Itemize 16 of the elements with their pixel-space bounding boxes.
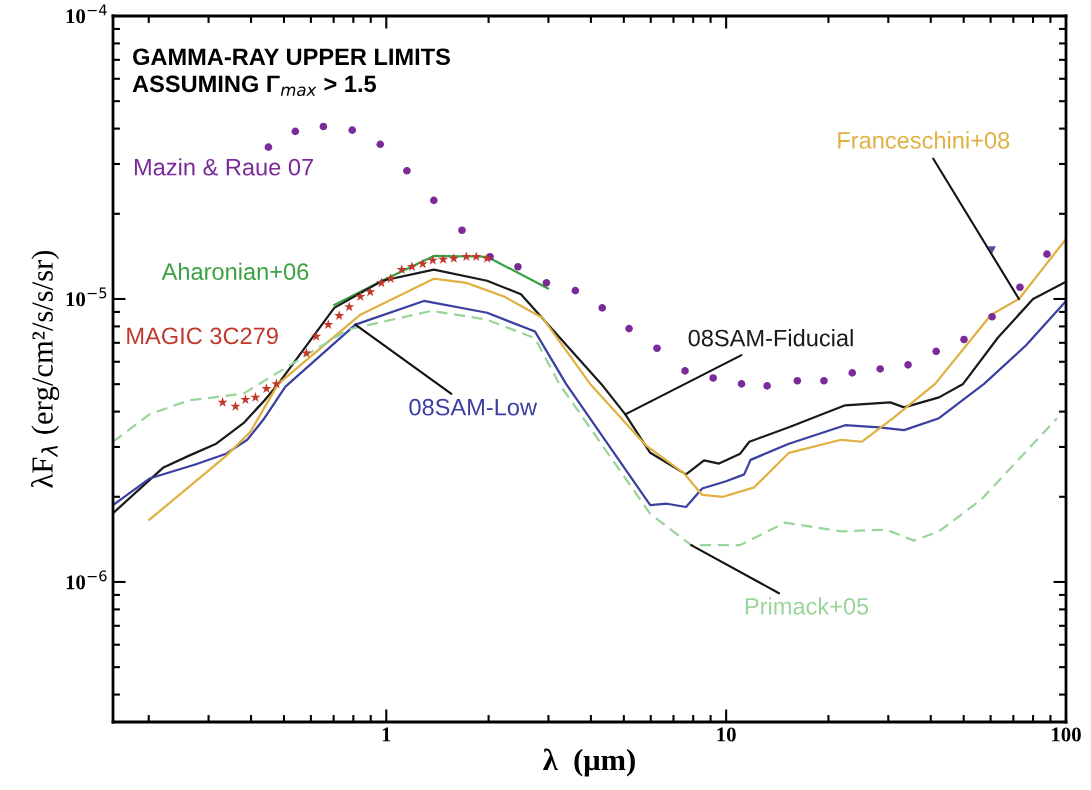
- y-tick-label: 10$^{−4}$: [66, 4, 107, 24]
- y-tick-label: 10$^{−6}$: [66, 570, 107, 590]
- x-tick-label: 100: [1052, 727, 1081, 742]
- y-tick-label: 10$^{−5}$: [66, 287, 107, 307]
- text: Franceschini+08: [838, 131, 1010, 149]
- series-label: MAGIC 3C279: [127, 327, 278, 345]
- text: Primack+05: [745, 597, 869, 615]
- text: 08SAM-Fiducial: [688, 329, 853, 347]
- text: GAMMA-RAY UPPER LIMITS ASSUMING Γ$_{max}$ > 1.5: [132, 48, 450, 97]
- series-label: Aharonian+06: [161, 262, 309, 281]
- x-tick-label: 10: [717, 727, 736, 742]
- series-label: 08SAM-Low: [409, 398, 538, 416]
- x-tick-label: 1: [382, 727, 391, 742]
- y-axis-title: λF$_{λ}$ (erg/cm²/s/s/sr): [31, 250, 60, 488]
- series-label: Mazin & Raue 07: [134, 158, 313, 176]
- x-axis-title: λ (μm): [543, 748, 635, 777]
